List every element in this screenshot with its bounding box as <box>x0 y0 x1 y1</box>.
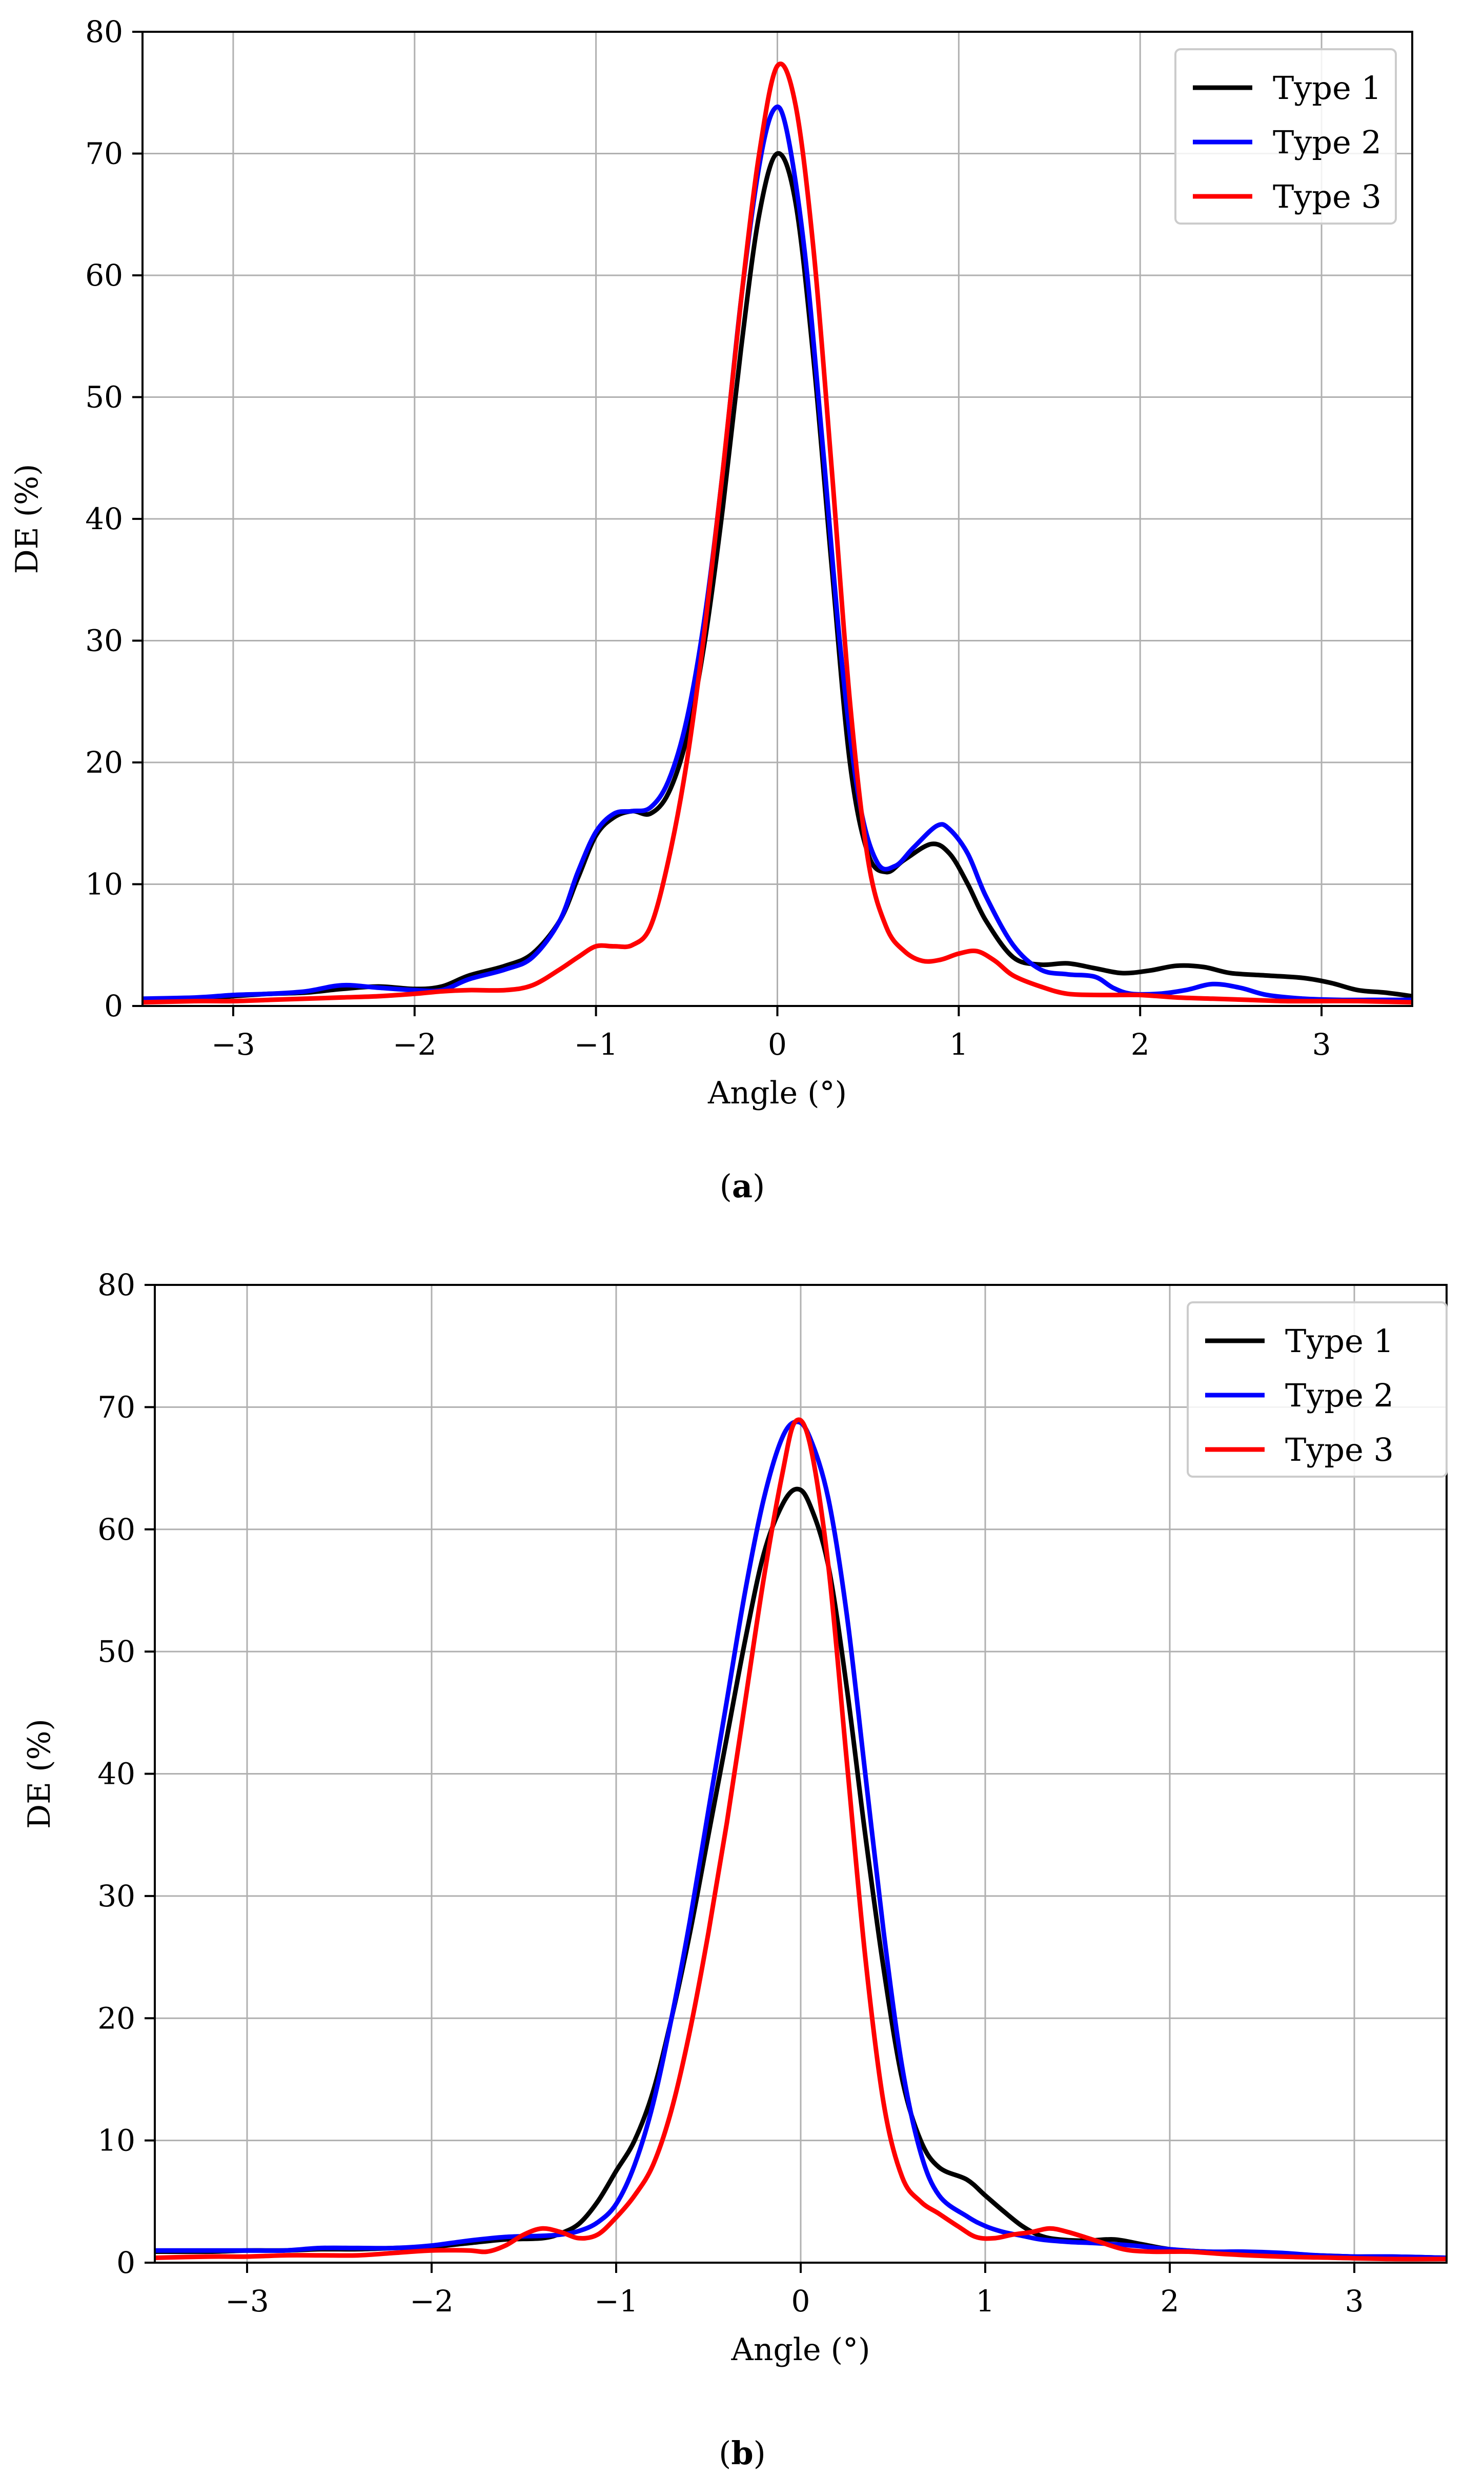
x-tick-label: 2 <box>1131 1027 1150 1062</box>
y-tick-label: 10 <box>85 867 123 902</box>
panel-caption: (b) <box>719 2434 766 2472</box>
y-tick-label: 60 <box>97 1512 135 1547</box>
legend: Type 1 Type 2 Type 3 <box>1187 1301 1448 1478</box>
x-tick-label: 1 <box>976 2284 995 2319</box>
legend: Type 1 Type 2 Type 3 <box>1174 48 1397 225</box>
y-tick-label: 80 <box>85 14 123 49</box>
legend-label: Type 1 <box>1285 1322 1394 1360</box>
x-tick-label: −2 <box>393 1027 437 1062</box>
legend-label: Type 2 <box>1285 1377 1394 1414</box>
legend-label: Type 2 <box>1273 124 1381 161</box>
y-tick-label: 60 <box>85 258 123 293</box>
series-line-type-1 <box>143 151 1412 1002</box>
y-tick-label: 50 <box>85 380 123 415</box>
y-tick-label: 20 <box>97 2001 135 2036</box>
y-tick-label: 0 <box>104 989 123 1023</box>
y-axis-label: DE (%) <box>9 464 45 574</box>
y-tick-label: 70 <box>97 1389 135 1424</box>
legend-label: Type 1 <box>1273 69 1381 107</box>
series-line-type-1 <box>155 1486 1447 2260</box>
x-tick-label: 1 <box>949 1027 968 1062</box>
x-tick-label: −3 <box>211 1027 255 1062</box>
x-axis-label: Angle (°) <box>731 2332 870 2368</box>
y-tick-label: 30 <box>97 1879 135 1914</box>
legend-box <box>1187 1301 1448 1478</box>
x-tick-label: 0 <box>768 1027 787 1062</box>
x-tick-label: −1 <box>574 1027 618 1062</box>
y-tick-label: 50 <box>97 1634 135 1669</box>
x-tick-label: 0 <box>791 2284 810 2319</box>
x-tick-label: 3 <box>1312 1027 1331 1062</box>
y-axis-label: DE (%) <box>22 1719 57 1829</box>
x-tick-label: 2 <box>1161 2284 1180 2319</box>
y-tick-label: 10 <box>97 2123 135 2158</box>
y-tick-label: 70 <box>85 136 123 171</box>
x-tick-label: −3 <box>225 2284 269 2319</box>
legend-label: Type 3 <box>1273 178 1381 215</box>
x-axis-label: Angle (°) <box>707 1075 847 1111</box>
series-line-type-3 <box>143 61 1412 1005</box>
y-tick-label: 20 <box>85 745 123 780</box>
x-tick-label: 3 <box>1345 2284 1364 2319</box>
x-tick-label: −1 <box>594 2284 638 2319</box>
series-line-type-2 <box>143 104 1412 1002</box>
panel-caption: (a) <box>720 1167 765 1205</box>
x-tick-label: −2 <box>410 2284 454 2319</box>
legend-label: Type 3 <box>1285 1431 1394 1468</box>
series-line-type-3 <box>155 1417 1447 2262</box>
y-tick-label: 40 <box>85 501 123 536</box>
y-tick-label: 0 <box>116 2245 135 2280</box>
legend-box <box>1174 48 1397 225</box>
y-tick-label: 80 <box>97 1267 135 1302</box>
y-tick-label: 40 <box>97 1757 135 1791</box>
y-tick-label: 30 <box>85 623 123 658</box>
